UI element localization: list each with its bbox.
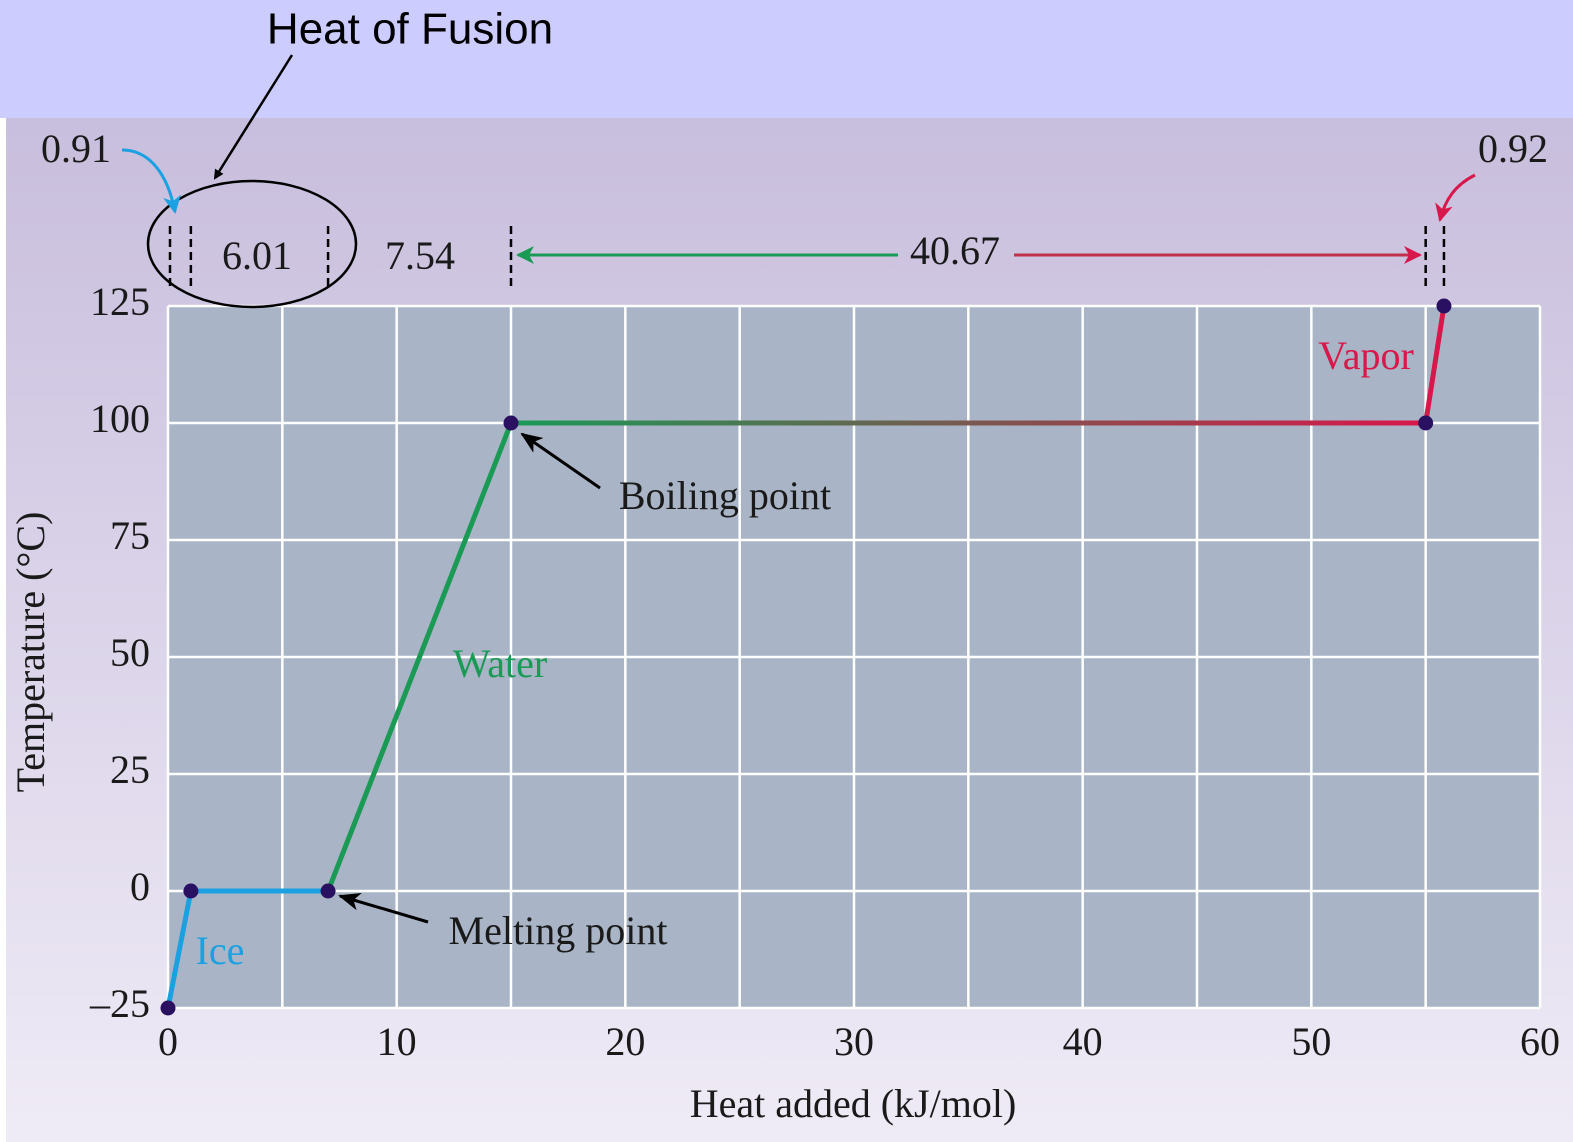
annotation: Water	[453, 641, 548, 686]
annotation: 40.67	[910, 228, 1000, 273]
x-tick-label: 60	[1520, 1019, 1560, 1064]
data-point	[1436, 299, 1451, 314]
annotation: 7.54	[385, 233, 455, 278]
x-tick-label: 0	[158, 1019, 178, 1064]
y-tick-label: 25	[110, 747, 150, 792]
annotation: Heat of Fusion	[267, 5, 553, 54]
annotation: Vapor	[1318, 333, 1414, 378]
y-tick-label: 75	[110, 513, 150, 558]
x-tick-label: 10	[377, 1019, 417, 1064]
y-tick-label: 0	[130, 864, 150, 909]
page: Heat added (kJ/mol) Temperature (°C) –25…	[0, 0, 1573, 1142]
y-tick-label: 50	[110, 630, 150, 675]
x-tick-label: 40	[1063, 1019, 1103, 1064]
x-tick-label: 50	[1291, 1019, 1331, 1064]
y-tick-label: 100	[90, 396, 150, 441]
annotation: 0.92	[1478, 126, 1548, 171]
annotation: Boiling point	[619, 473, 831, 518]
y-axis-label: Temperature (°C)	[8, 512, 53, 793]
x-axis-label: Heat added (kJ/mol)	[690, 1081, 1017, 1126]
annotation: Ice	[196, 928, 245, 973]
y-tick-label: 125	[90, 279, 150, 324]
chart: Heat added (kJ/mol) Temperature (°C) –25…	[0, 0, 1573, 1142]
data-point	[161, 1001, 176, 1016]
annotation: 0.91	[41, 126, 111, 171]
annotation: 6.01	[222, 233, 292, 278]
data-point	[321, 884, 336, 899]
data-point	[183, 884, 198, 899]
x-tick-label: 30	[834, 1019, 874, 1064]
header-band	[0, 0, 1573, 118]
y-tick-label: –25	[89, 981, 150, 1026]
data-point	[1418, 416, 1433, 431]
x-tick-label: 20	[605, 1019, 645, 1064]
annotation: Melting point	[449, 908, 668, 953]
data-point	[504, 416, 519, 431]
